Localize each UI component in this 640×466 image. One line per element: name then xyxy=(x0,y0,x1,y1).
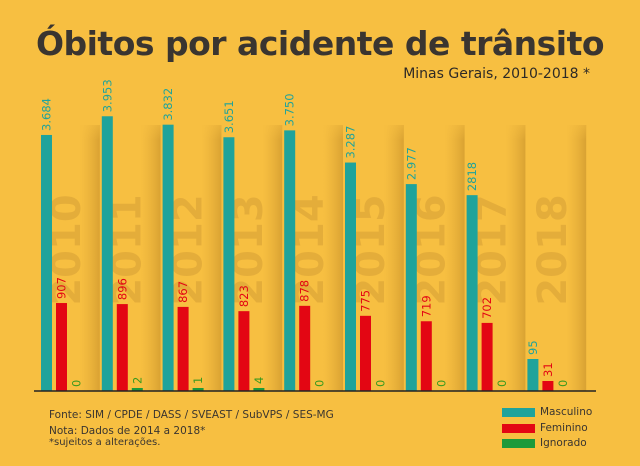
value-label-masculino-2017: 2818 xyxy=(465,162,479,191)
value-label-ignorado-2018: 0 xyxy=(556,380,570,387)
value-label-feminino-2018: 31 xyxy=(541,362,555,377)
panel-shadow-fade xyxy=(140,110,161,140)
legend-item-feminino: Feminino xyxy=(502,422,588,434)
source-note: Fonte: SIM / CPDE / DASS / SVEAST / SubV… xyxy=(49,409,334,421)
value-label-masculino-2016: 2.977 xyxy=(404,147,418,180)
panel-shadow-fade xyxy=(383,110,404,140)
bar-masculino-2014 xyxy=(284,130,296,391)
value-label-masculino-2018: 95 xyxy=(526,340,540,355)
bar-masculino-2013 xyxy=(223,137,235,391)
bar-masculino-2011 xyxy=(101,116,113,391)
panel-shadow xyxy=(140,125,161,391)
value-label-ignorado-2013: 4 xyxy=(252,377,266,384)
legend-label-ignorado: Ignorado xyxy=(540,437,587,449)
value-label-feminino-2010: 907 xyxy=(55,277,69,299)
chart-subtitle: Minas Gerais, 2010-2018 * xyxy=(403,66,590,82)
panel-shadow xyxy=(383,125,404,391)
value-label-ignorado-2015: 0 xyxy=(374,380,388,387)
bar-feminino-2017 xyxy=(481,322,493,391)
panel-shadow xyxy=(323,125,343,391)
legend-swatch-feminino xyxy=(502,423,535,433)
bar-ignorado-2011 xyxy=(131,388,143,391)
value-label-feminino-2011: 896 xyxy=(115,278,129,300)
bar-feminino-2013 xyxy=(238,311,250,391)
panel-shadow xyxy=(444,125,465,391)
legend-item-masculino: Masculino xyxy=(502,406,592,418)
value-label-ignorado-2014: 0 xyxy=(313,380,327,387)
chart-title: Óbitos por acidente de trânsito xyxy=(35,24,605,63)
bar-masculino-2016 xyxy=(405,184,417,391)
panel-shadow-fade xyxy=(566,110,587,140)
year-label-2018: 2018 xyxy=(530,194,576,305)
value-label-masculino-2012: 3.832 xyxy=(161,88,175,121)
bar-ignorado-2013 xyxy=(253,388,265,391)
panel-shadow xyxy=(505,125,526,391)
legend-label-masculino: Masculino xyxy=(540,406,593,418)
legend-label-feminino: Feminino xyxy=(540,422,588,434)
panel-shadow-fade xyxy=(262,110,283,140)
legend-swatch-masculino xyxy=(502,407,535,417)
bar-feminino-2018 xyxy=(542,381,554,391)
value-label-feminino-2015: 775 xyxy=(359,290,373,312)
bar-masculino-2012 xyxy=(162,124,174,392)
value-label-feminino-2014: 878 xyxy=(298,280,312,302)
value-label-masculino-2010: 3.684 xyxy=(40,98,54,131)
value-label-ignorado-2012: 1 xyxy=(191,377,205,384)
bar-feminino-2014 xyxy=(299,305,311,391)
bar-feminino-2012 xyxy=(177,306,189,391)
value-label-masculino-2014: 3.750 xyxy=(283,93,297,126)
bar-masculino-2015 xyxy=(345,162,356,391)
value-label-masculino-2011: 3.953 xyxy=(100,79,114,112)
panel-shadow-fade xyxy=(79,110,100,140)
legend-item-ignorado: Ignorado xyxy=(502,437,587,449)
disclaimer-note: *sujeitos a alterações. xyxy=(49,437,161,448)
value-label-masculino-2015: 3.287 xyxy=(344,126,358,159)
bar-feminino-2010 xyxy=(56,303,67,391)
value-label-feminino-2013: 823 xyxy=(237,285,251,307)
value-label-feminino-2012: 867 xyxy=(176,281,190,303)
panel-shadow xyxy=(262,125,283,391)
value-label-ignorado-2016: 0 xyxy=(434,380,448,387)
value-label-ignorado-2011: 2 xyxy=(130,377,144,384)
bar-masculino-2017 xyxy=(466,195,478,391)
data-note: Nota: Dados de 2014 a 2018* xyxy=(49,425,206,437)
panel-shadow xyxy=(566,125,587,391)
value-label-feminino-2017: 702 xyxy=(480,297,494,319)
bar-feminino-2011 xyxy=(116,304,128,391)
panel-shadow-fade xyxy=(201,110,222,140)
panel-shadow-fade xyxy=(444,110,465,140)
value-label-ignorado-2017: 0 xyxy=(495,380,509,387)
bar-feminino-2016 xyxy=(420,321,432,391)
panel-shadow xyxy=(79,125,100,391)
panel-shadow-fade xyxy=(505,110,526,140)
bar-masculino-2010 xyxy=(41,134,52,391)
value-label-ignorado-2010: 0 xyxy=(70,380,84,387)
panel-shadow-fade xyxy=(323,110,343,140)
bar-masculino-2018 xyxy=(527,359,539,391)
bar-ignorado-2012 xyxy=(192,388,204,391)
value-label-masculino-2013: 3.651 xyxy=(222,100,236,133)
bar-feminino-2015 xyxy=(360,315,371,391)
value-label-feminino-2016: 719 xyxy=(419,295,433,317)
legend-swatch-ignorado xyxy=(502,438,535,448)
panel-shadow xyxy=(201,125,222,391)
